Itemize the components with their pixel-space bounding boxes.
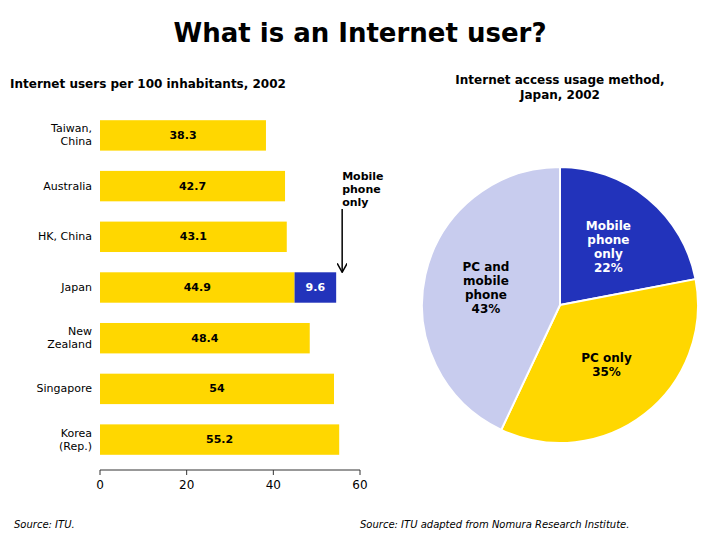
category-label: Taiwan,China — [50, 122, 92, 148]
category-label-line: HK, China — [38, 230, 92, 243]
slice-category-label: PC only — [581, 351, 632, 365]
data-label: 38.3 — [169, 129, 196, 142]
data-label: 48.4 — [191, 332, 218, 345]
category-label: HK, China — [38, 230, 92, 243]
slice-category-label: PC andmobilephone — [462, 260, 509, 302]
x-axis-line — [100, 470, 360, 471]
bar — [100, 272, 295, 302]
slice-category-line: PC and — [462, 260, 509, 274]
source-line: Source: ITU. — [14, 519, 75, 530]
annotation-line: Mobile — [342, 170, 383, 183]
x-tick-label: 20 — [179, 478, 194, 492]
slice-category-line: only — [594, 247, 623, 261]
x-tick-label: 40 — [266, 478, 281, 492]
category-label: Japan — [60, 281, 92, 294]
chart-root: What is an Internet user? Internet users … — [0, 0, 720, 540]
category-label-line: Japan — [60, 281, 92, 294]
annotation-arrow — [341, 209, 343, 271]
annotation-line: only — [342, 196, 368, 209]
chart-title-line: Internet users per 100 inhabitants, 2002 — [10, 77, 286, 91]
slice-value-label: 22% — [594, 261, 623, 275]
bar — [295, 272, 337, 302]
category-label: Korea(Rep.) — [59, 427, 92, 453]
slice-value-label: 43% — [472, 302, 501, 316]
x-tick-label: 0 — [96, 478, 104, 492]
data-label: 9.6 — [306, 281, 326, 294]
source-line: Source: ITU adapted from Nomura Research… — [360, 519, 629, 530]
category-label-line: Singapore — [37, 382, 93, 395]
category-label-line: Taiwan, — [50, 122, 92, 135]
slices — [422, 167, 698, 443]
pie-chart: Internet access usage method,Japan, 2002… — [422, 73, 698, 443]
x-tick-label: 60 — [352, 478, 367, 492]
slice-category-line: phone — [587, 233, 629, 247]
source: Source: ITU adapted from Nomura Research… — [360, 519, 629, 530]
x-tick — [100, 470, 101, 475]
bars — [100, 120, 339, 455]
bar — [100, 374, 334, 404]
bar-chart: Internet users per 100 inhabitants, 2002… — [10, 77, 384, 492]
pie-slice — [422, 167, 560, 430]
slice-category-line: PC only — [581, 351, 632, 365]
data-label: 42.7 — [179, 180, 206, 193]
bar — [100, 171, 285, 201]
data-label: 54 — [209, 382, 225, 395]
figure-title: What is an Internet user? — [174, 18, 547, 48]
bar — [100, 222, 287, 252]
data-label: 55.2 — [206, 433, 233, 446]
chart-title-line: Internet access usage method, — [455, 73, 664, 87]
chart-title: Internet access usage method,Japan, 2002 — [455, 73, 664, 102]
chart-title: Internet users per 100 inhabitants, 2002 — [10, 77, 286, 91]
x-tick — [186, 470, 187, 475]
category-label-line: New — [68, 325, 92, 338]
bar — [100, 424, 339, 454]
category-label: NewZealand — [47, 325, 92, 351]
bar — [100, 120, 266, 150]
category-label-line: (Rep.) — [59, 440, 92, 453]
chart-title-line: Japan, 2002 — [519, 88, 600, 102]
slice-labels: Mobilephoneonly22%PC only35%PC andmobile… — [462, 219, 632, 379]
category-label-line: Korea — [61, 427, 92, 440]
slice-category-line: phone — [465, 288, 507, 302]
slice-category-label: Mobilephoneonly — [586, 219, 631, 261]
bar — [100, 323, 310, 353]
slice-category-line: mobile — [463, 274, 509, 288]
slice-value-label: 35% — [592, 365, 621, 379]
x-tick — [360, 470, 361, 475]
category-label-line: Australia — [43, 180, 92, 193]
data-labels: 55.2 54 48.4 44.9 43.1 42.7 38.3 9.6 — [169, 129, 325, 446]
data-label: 44.9 — [184, 281, 211, 294]
category-label: Singapore — [37, 382, 93, 395]
annotation-line: phone — [342, 183, 381, 196]
category-label: Australia — [43, 180, 92, 193]
category-label-line: China — [61, 135, 92, 148]
data-label: 43.1 — [180, 230, 207, 243]
source: Source: ITU. — [14, 519, 75, 530]
category-label-line: Zealand — [47, 338, 92, 351]
x-tick — [273, 470, 274, 475]
background — [0, 0, 720, 540]
annotation: Mobilephoneonly — [342, 170, 383, 209]
slice-category-line: Mobile — [586, 219, 631, 233]
